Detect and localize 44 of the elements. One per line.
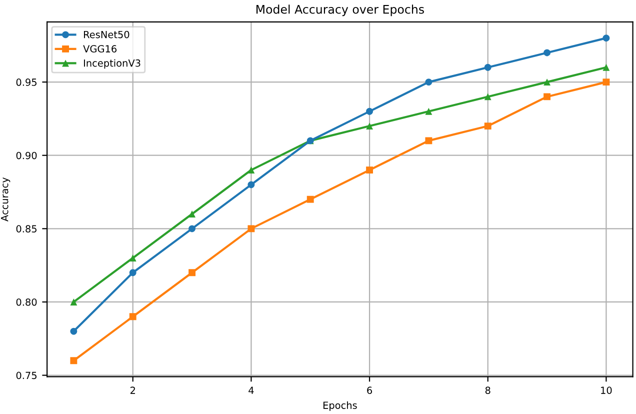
- point: [484, 122, 492, 130]
- point: [248, 181, 255, 188]
- x-axis-title: Epochs: [323, 401, 357, 411]
- point: [544, 49, 550, 56]
- y-tick-label: 0.90: [16, 152, 37, 160]
- point: [248, 225, 255, 232]
- point: [129, 254, 136, 262]
- x-tick-label: 4: [248, 386, 254, 394]
- point: [366, 122, 373, 130]
- point: [70, 328, 78, 335]
- point: [306, 196, 314, 203]
- point: [602, 64, 610, 71]
- point: [544, 93, 550, 100]
- point: [129, 313, 136, 320]
- point: [602, 34, 610, 42]
- point: [129, 269, 136, 276]
- point: [544, 78, 550, 86]
- point: [248, 166, 255, 174]
- point: [188, 225, 196, 232]
- x-tick-label: 6: [367, 386, 372, 394]
- y-tick-label: 0.85: [16, 225, 36, 232]
- point: [425, 137, 432, 144]
- y-tick-label: 0.75: [16, 372, 36, 380]
- point: [425, 108, 432, 115]
- point: [188, 269, 196, 276]
- point: [188, 210, 196, 218]
- point: [366, 166, 373, 174]
- legend-label: InceptionV3: [84, 59, 140, 69]
- y-tick-label: 0.95: [16, 78, 36, 86]
- point: [602, 78, 610, 86]
- point: [70, 357, 78, 364]
- x-tick-label: 10: [601, 386, 612, 394]
- point: [70, 298, 78, 306]
- legend-label: VGG16: [83, 45, 117, 52]
- chart-title: Model Accuracy over Epochs: [256, 4, 424, 16]
- y-axis-title: Accuracy: [1, 177, 10, 222]
- legend-label: ResNet50: [84, 30, 130, 38]
- x-tick-label: 2: [130, 386, 135, 394]
- point: [366, 108, 373, 115]
- point: [425, 78, 432, 86]
- y-tick-label: 0.80: [16, 298, 37, 306]
- point: [484, 93, 492, 100]
- point: [484, 64, 492, 71]
- x-tick-label: 8: [485, 386, 490, 394]
